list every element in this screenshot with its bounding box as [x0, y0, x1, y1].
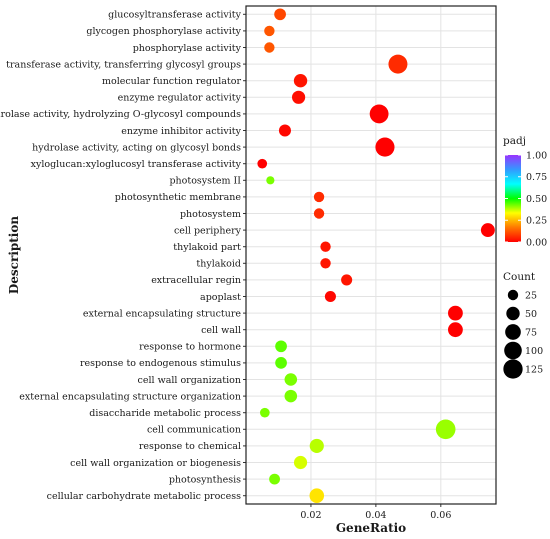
y-tick-labels: glucosyltransferase activity glycogen pho…: [0, 10, 246, 502]
color-legend-bar: [505, 155, 521, 242]
plot-border: [245, 5, 497, 505]
y-tick-label: molecular function regulator: [102, 76, 241, 87]
data-point: [260, 407, 270, 418]
y-tick-label: cell periphery: [174, 225, 242, 236]
y-tick-label: external encapsulating structure organiz…: [19, 391, 241, 402]
data-point: [275, 357, 287, 369]
data-point: [266, 176, 275, 185]
data-point: [480, 223, 495, 238]
data-point: [284, 389, 298, 403]
y-tick-label: cell wall organization or biogenesis: [70, 458, 241, 469]
size-legend-dot: [507, 289, 519, 301]
size-legend: Count 25 50 75 100 125: [503, 271, 543, 379]
y-tick-label: hydrolase activity, acting on glycosyl b…: [32, 142, 241, 153]
data-point: [293, 455, 308, 470]
color-legend-label: 0.00: [526, 237, 547, 248]
y-tick-label: hydrolase activity, hydrolyzing O-glycos…: [0, 109, 241, 120]
data-point: [275, 340, 287, 353]
size-legend-dot: [505, 324, 521, 340]
x-tick-labels: 0.02 0.04 0.06: [300, 504, 451, 521]
y-tick-label: thylakoid: [196, 259, 241, 270]
data-point: [341, 274, 353, 286]
x-tick-label: 0.06: [430, 510, 451, 521]
size-legend-title: Count: [503, 271, 536, 283]
data-point: [448, 305, 463, 321]
y-axis-title: Description: [7, 216, 21, 294]
y-tick-label: extracellular regin: [151, 275, 241, 286]
size-legend-dot: [506, 306, 520, 321]
y-tick-label: response to chemical: [139, 441, 241, 452]
data-point: [293, 74, 308, 88]
y-tick-label: cell wall: [201, 325, 241, 336]
x-tick-label: 0.04: [365, 510, 386, 521]
y-tick-label: photosystem II: [169, 176, 241, 187]
y-tick-label: glycogen phosphorylase activity: [86, 26, 241, 37]
x-axis-title: GeneRatio: [336, 521, 406, 534]
data-point: [313, 208, 325, 219]
color-legend: padj 1.00 0.75 0.50 0.25 0.00: [503, 135, 547, 248]
color-legend-label: 0.25: [526, 216, 547, 227]
y-tick-label: enzyme regulator activity: [118, 93, 242, 104]
data-point: [278, 124, 291, 137]
data-point: [274, 8, 286, 21]
data-point: [324, 290, 336, 303]
data-point: [388, 54, 408, 74]
y-tick-label: glucosyltransferase activity: [108, 10, 241, 21]
size-legend-label: 25: [525, 290, 537, 301]
y-tick-label: photosynthesis: [169, 474, 241, 485]
y-tick-label: xyloglucan:xyloglucosyl transferase acti…: [31, 159, 242, 170]
data-point: [375, 137, 395, 157]
data-point: [320, 241, 331, 252]
y-tick-label: apoplast: [200, 292, 241, 303]
data-point: [369, 104, 389, 124]
size-legend-label: 100: [525, 346, 543, 357]
y-tick-label: cell communication: [147, 425, 241, 436]
y-tick-label: phosphorylase activity: [133, 43, 242, 54]
y-tick-label: photosynthetic membrane: [115, 192, 242, 203]
color-legend-ticks: 1.00 0.75 0.50 0.25 0.00: [505, 150, 547, 248]
data-point: [264, 42, 275, 53]
data-point: [448, 322, 463, 338]
y-tick-label: enzyme inhibitor activity: [121, 126, 241, 137]
color-legend-label: 0.75: [526, 172, 547, 183]
y-tick-label: photosystem: [180, 209, 241, 220]
data-point: [309, 488, 325, 503]
data-point: [292, 90, 306, 104]
data-point: [284, 373, 298, 386]
size-legend-label: 125: [525, 364, 543, 375]
y-tick-label: transferase activity, transferring glyco…: [6, 59, 241, 70]
x-tick-label: 0.02: [300, 510, 321, 521]
y-tick-label: response to hormone: [139, 342, 241, 353]
plot-panel: [246, 6, 496, 504]
color-legend-title: padj: [503, 135, 526, 147]
data-point: [309, 438, 324, 453]
data-point: [320, 258, 331, 269]
size-legend-label: 50: [525, 309, 537, 320]
data-point: [435, 419, 456, 440]
data-points: [257, 8, 495, 503]
y-tick-label: external encapsulating structure: [83, 308, 242, 319]
y-tick-label: cell wall organization: [138, 375, 241, 386]
color-legend-label: 0.50: [526, 194, 547, 205]
color-legend-label: 1.00: [526, 150, 547, 161]
size-legend-label: 75: [525, 327, 537, 338]
data-point: [269, 473, 280, 485]
data-point: [313, 191, 325, 203]
size-legend-dot: [504, 341, 522, 360]
y-tick-label: disaccharide metabolic process: [89, 408, 241, 419]
size-legend-dot: [503, 359, 523, 379]
data-point: [264, 25, 275, 37]
y-tick-label: thylakoid part: [173, 242, 241, 253]
y-tick-label: cellular carbohydrate metabolic process: [47, 491, 241, 502]
data-point: [257, 158, 268, 169]
y-tick-label: response to endogenous stimulus: [80, 358, 241, 369]
size-legend-items: 25 50 75 100 125: [503, 289, 543, 379]
